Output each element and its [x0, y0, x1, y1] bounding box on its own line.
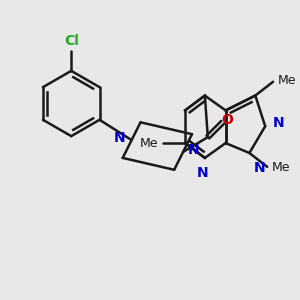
- Text: N: N: [197, 166, 209, 180]
- Text: N: N: [273, 116, 285, 130]
- Text: N: N: [114, 131, 126, 145]
- Text: N: N: [253, 161, 265, 175]
- Text: Me: Me: [272, 161, 291, 174]
- Text: Me: Me: [140, 136, 159, 150]
- Text: Cl: Cl: [64, 34, 79, 48]
- Text: O: O: [222, 113, 233, 127]
- Text: N: N: [188, 143, 200, 157]
- Text: Me: Me: [278, 74, 297, 87]
